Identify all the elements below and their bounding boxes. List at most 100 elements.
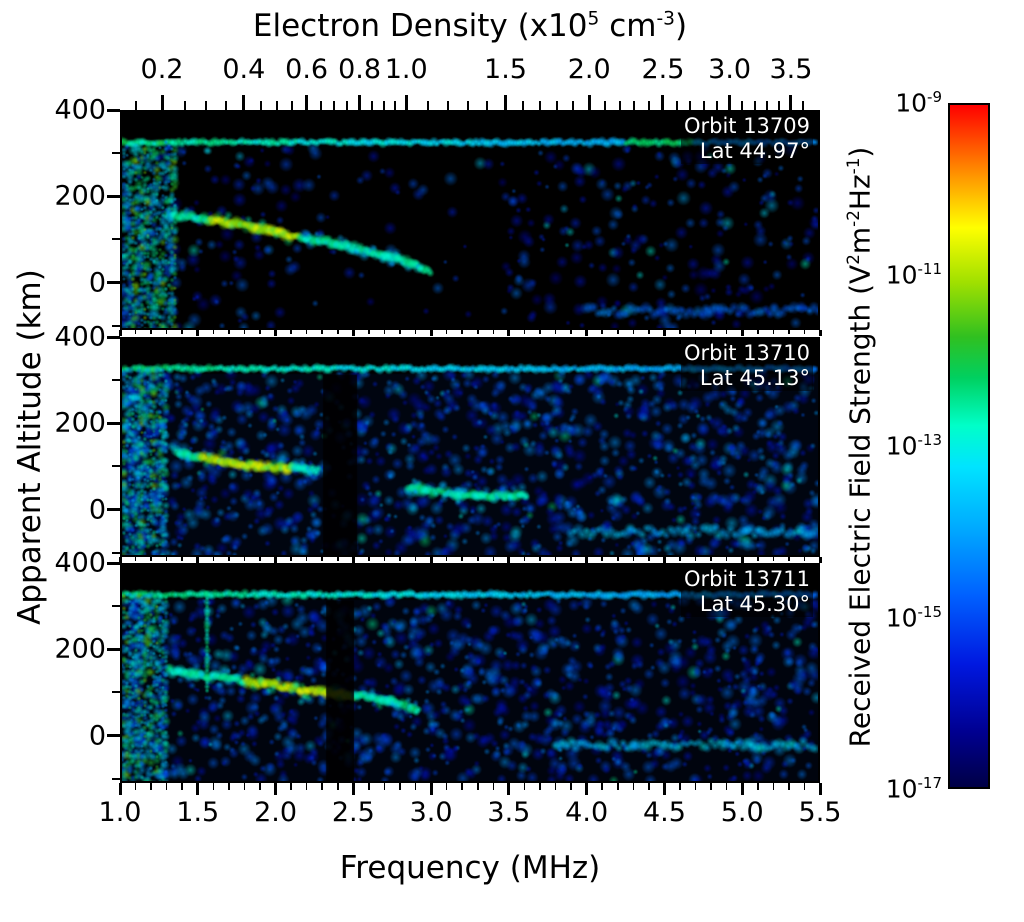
x-axis-minor-tick — [165, 783, 168, 790]
top-axis-minor-tick — [753, 101, 756, 110]
y-axis-tick-label: 0 — [88, 267, 106, 299]
x-axis-tick-label: 1.0 — [98, 797, 142, 828]
x-axis-minor-tick — [134, 557, 137, 561]
y-axis-minor-tick — [112, 605, 120, 608]
y-axis-major-tick — [107, 108, 120, 112]
top-axis-minor-tick — [333, 101, 336, 110]
x-axis-minor-tick — [679, 557, 681, 561]
x-axis-minor-tick — [228, 557, 230, 561]
x-axis-minor-tick — [134, 783, 137, 790]
y-axis-tick-label: 400 — [54, 547, 106, 579]
top-axis-minor-tick — [394, 101, 397, 110]
x-axis-minor-tick — [212, 783, 215, 790]
y-axis-tick-label: 200 — [54, 633, 106, 665]
x-axis-minor-tick — [803, 783, 806, 790]
top-axis-minor-tick — [572, 101, 575, 110]
x-axis-minor-tick — [414, 783, 417, 790]
x-axis-tick-label: 4.5 — [642, 797, 686, 828]
x-axis-minor-tick — [725, 783, 728, 790]
x-axis-minor-tick — [570, 557, 572, 561]
x-axis-minor-tick — [181, 330, 183, 334]
top-axis-tick-label: 2.5 — [641, 54, 685, 85]
y-axis-major-tick — [107, 194, 120, 198]
x-axis-minor-tick — [305, 330, 308, 334]
x-axis-major-tick — [818, 557, 822, 563]
y-axis-tick-label: 0 — [88, 494, 106, 526]
x-axis-minor-tick — [414, 330, 417, 334]
x-axis-major-tick — [351, 330, 355, 336]
cb-title-p3: -2 — [843, 210, 864, 227]
x-axis-minor-tick — [772, 330, 775, 334]
y-axis-major-tick — [107, 734, 120, 738]
x-axis-major-tick — [429, 330, 433, 336]
y-axis-minor-tick — [112, 379, 120, 382]
top-axis-tick-label: 0.6 — [285, 54, 329, 85]
x-axis-major-tick — [585, 557, 589, 563]
y-axis-tick-label: 200 — [54, 180, 106, 212]
x-axis-major-tick — [662, 783, 666, 795]
top-axis-minor-tick — [556, 101, 559, 110]
spectrogram-panel-1: Orbit 13709 Lat 44.97° — [120, 110, 820, 330]
y-axis-major-tick — [107, 508, 120, 512]
x-axis-minor-tick — [757, 557, 759, 561]
y-axis-minor-tick — [112, 777, 120, 780]
top-axis-title-exp: 5 — [587, 8, 600, 30]
top-axis-title-unit: cm — [599, 8, 657, 44]
colorbar-tick-label: 10-13 — [885, 431, 942, 461]
top-axis-minor-tick — [603, 101, 606, 110]
orbit-label: Orbit 13711 — [680, 567, 813, 593]
colorbar-tick-label: 10-17 — [885, 774, 942, 804]
x-axis-minor-tick — [757, 330, 759, 334]
x-axis-minor-tick — [259, 330, 261, 334]
x-axis-minor-tick — [368, 557, 370, 561]
top-axis-minor-tick — [346, 101, 349, 110]
x-axis-minor-tick — [305, 557, 308, 561]
colorbar-tick-label: 10-11 — [885, 259, 942, 289]
x-axis-minor-tick — [290, 330, 292, 334]
x-axis-minor-tick — [321, 557, 323, 561]
x-axis-minor-tick — [243, 330, 246, 334]
x-axis-minor-tick — [570, 330, 572, 334]
x-axis-minor-tick — [337, 783, 339, 790]
x-axis-minor-tick — [788, 330, 790, 334]
y-axis-minor-tick — [112, 465, 120, 468]
x-axis-minor-tick — [617, 557, 619, 561]
y-axis-minor-tick — [112, 238, 120, 241]
x-axis-minor-tick — [305, 783, 308, 790]
y-axis-tick-label: 400 — [54, 94, 106, 126]
x-axis-minor-tick — [290, 783, 292, 790]
top-axis-minor-tick — [184, 101, 187, 110]
x-axis-minor-tick — [461, 557, 463, 561]
x-axis-minor-tick — [539, 557, 541, 561]
x-axis-minor-tick — [399, 557, 401, 561]
x-axis-minor-tick — [259, 557, 261, 561]
x-axis-minor-tick — [648, 557, 650, 561]
top-axis-major-tick — [242, 95, 246, 110]
cb-title-p0: Received Electric Field Strength (V — [843, 264, 877, 748]
cb-title-p4: Hz — [843, 174, 877, 211]
top-axis-minor-tick — [801, 101, 804, 110]
top-axis-minor-tick — [275, 101, 278, 110]
x-axis-minor-tick — [554, 557, 557, 561]
top-axis-tick-label: 3.5 — [769, 54, 813, 85]
x-axis-tick-label: 2.5 — [331, 797, 375, 828]
x-axis-major-tick — [740, 557, 744, 563]
x-axis-tick-label: 5.0 — [720, 797, 764, 828]
x-axis-minor-tick — [694, 783, 697, 790]
x-axis-minor-tick — [445, 330, 448, 334]
x-axis-minor-tick — [181, 783, 183, 790]
x-axis-minor-tick — [694, 557, 697, 561]
x-axis-minor-tick — [710, 557, 712, 561]
top-axis-tick-label: 1.0 — [384, 54, 428, 85]
y-axis-minor-tick — [112, 324, 120, 327]
x-axis-minor-tick — [290, 557, 292, 561]
x-axis-minor-tick — [477, 557, 479, 561]
y-axis-minor-tick — [112, 152, 120, 155]
x-axis-major-tick — [118, 330, 122, 336]
top-axis-minor-tick — [259, 101, 262, 110]
x-axis-minor-tick — [414, 557, 417, 561]
x-axis-minor-tick — [259, 783, 261, 790]
top-axis-minor-tick — [618, 101, 621, 110]
x-axis-minor-tick — [710, 330, 712, 334]
x-axis-minor-tick — [757, 783, 759, 790]
